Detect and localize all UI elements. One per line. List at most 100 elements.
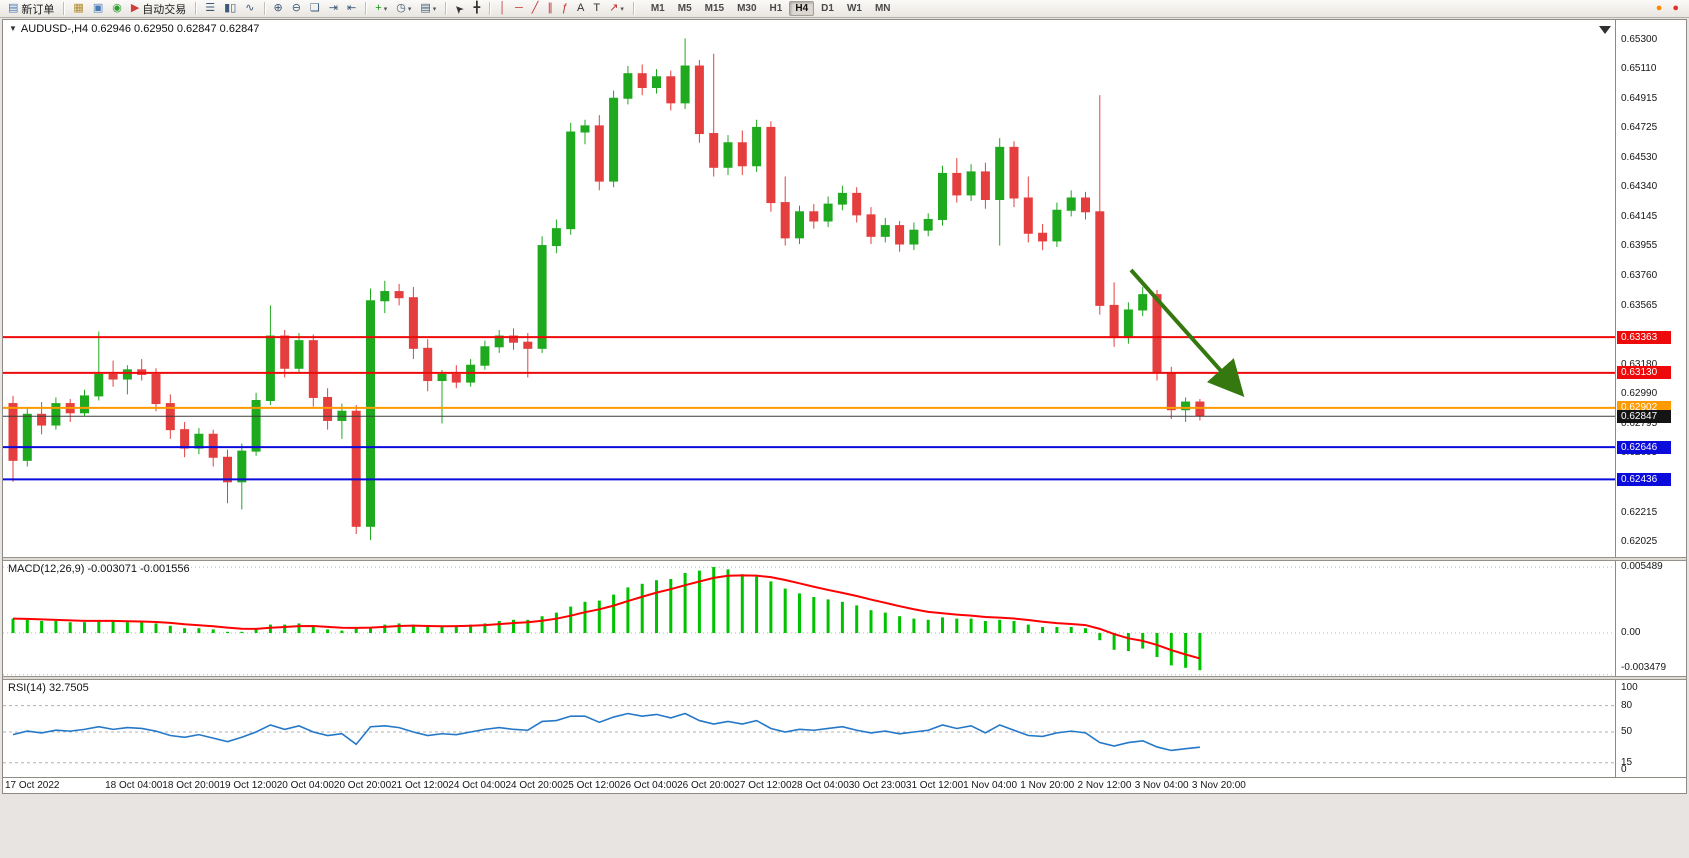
price-chart-pane[interactable]: ▼ AUDUSD-,H4 0.62946 0.62950 0.62847 0.6…	[3, 20, 1615, 557]
refresh-button[interactable]: ◉	[108, 0, 126, 17]
arrow-object-icon: ↗	[609, 2, 619, 14]
price-tick-label: 0.64340	[1621, 181, 1658, 193]
rsi-chart[interactable]	[3, 680, 1615, 777]
time-axis-label: 19 Oct 12:00	[219, 780, 277, 791]
rsi-scale-label: 15	[1621, 756, 1633, 768]
time-axis-label: 1 Nov 20:00	[1020, 780, 1075, 791]
price-tick-label: 0.62795	[1621, 418, 1658, 430]
macd-scale-label: 0.00	[1621, 627, 1641, 638]
pane-divider[interactable]	[3, 557, 1686, 561]
price-tick-label: 0.62215	[1621, 507, 1658, 519]
tile-windows-button[interactable]: ❏	[306, 0, 324, 17]
templates-button[interactable]: ▤ ▾	[416, 0, 440, 17]
rsi-indicator-pane[interactable]: RSI(14) 32.7505	[3, 680, 1615, 777]
new-order-icon: ▤	[8, 2, 19, 14]
label-icon: T	[593, 2, 601, 14]
crosshair-icon: ╋	[473, 2, 481, 14]
channel-button[interactable]: ∥	[543, 0, 557, 17]
horizontal-line-button[interactable]: ─	[511, 0, 527, 17]
time-axis[interactable]: 17 Oct 2022 18 Oct 04:00 18 Oct 20:00 19 Oc…	[3, 777, 1686, 793]
autotrading-button-label: 自动交易	[142, 3, 187, 16]
chart-shift-marker-icon[interactable]	[1599, 26, 1611, 34]
dropdown-caret-icon: ▾	[432, 5, 437, 13]
timeframe-M1[interactable]: M1	[650, 3, 665, 14]
candlestick-chart-button[interactable]: ▮▯	[220, 0, 240, 17]
price-tick-label: 0.64915	[1621, 93, 1658, 105]
alerts-button[interactable]: ●	[1668, 0, 1683, 17]
community-icon: ●	[1655, 2, 1663, 14]
indicators-plus-icon: +	[375, 2, 382, 14]
trend-arrow-annotation[interactable]	[1129, 268, 1245, 397]
time-axis-label: 1 Nov 04:00	[963, 780, 1018, 791]
indicators-button[interactable]: + ▾	[371, 0, 391, 17]
toolbar: ▤ 新订单 ▦ ▣ ◉ ▶ 自动交易 ☰ ▮▯ ∿ ⊕ ⊖ ❏ ⇥ ⇤ + ▾ ◷ ▾ ▤ ▾ ➤ ╋ │ ─ ╱ ∥ ƒ A T ↗ ▾ M…	[0, 0, 1689, 18]
rsi-indicator-label: RSI(14) 32.7505	[8, 682, 89, 694]
price-tick-label: 0.62990	[1621, 388, 1658, 400]
macd-scale-label: -0.003479	[1621, 662, 1667, 673]
arrows-button[interactable]: ↗ ▾	[605, 0, 628, 17]
macd-chart[interactable]	[3, 561, 1615, 676]
time-axis-label: 30 Oct 23:00	[848, 780, 906, 791]
price-chart[interactable]	[3, 20, 1615, 557]
time-axis-label: 3 Nov 20:00	[1191, 780, 1246, 791]
chart-header: ▼ AUDUSD-,H4 0.62946 0.62950 0.62847 0.6…	[9, 23, 259, 35]
chart-shift-button[interactable]: ⇤	[343, 0, 360, 17]
autotrading-icon: ▶	[130, 2, 140, 14]
zoom-in-icon: ⊕	[273, 2, 283, 14]
zoom-out-icon: ⊖	[291, 2, 301, 14]
one-click-trading-toggle[interactable]: ▼	[9, 24, 17, 33]
chart-window-icon: ▦	[73, 2, 84, 14]
pane-divider[interactable]	[3, 676, 1686, 680]
timeframe-D1[interactable]: D1	[821, 3, 834, 14]
chart-window[interactable]: ▼ AUDUSD-,H4 0.62946 0.62950 0.62847 0.6…	[2, 19, 1687, 794]
timeframe-W1[interactable]: W1	[846, 3, 862, 14]
rsi-scale-label: 80	[1621, 699, 1633, 711]
price-tag: 0.63130	[1617, 366, 1671, 380]
line-chart-button[interactable]: ∿	[241, 0, 258, 17]
timeframe-H4[interactable]: H4	[789, 1, 815, 16]
time-axis-label: 17 Oct 2022	[5, 780, 60, 791]
time-axis-label: 18 Oct 20:00	[162, 780, 220, 791]
price-scale[interactable]: 0.65300 0.65110 0.64915 0.64725 0.64530 0.643…	[1615, 20, 1686, 777]
dropdown-caret-icon: ▾	[620, 5, 624, 13]
macd-indicator-pane[interactable]: MACD(12,26,9) -0.003071 -0.001556	[3, 561, 1615, 676]
timeframe-H1[interactable]: H1	[769, 3, 783, 14]
channel-icon: ∥	[547, 2, 553, 14]
community-button[interactable]: ●	[1652, 0, 1667, 17]
profiles-button[interactable]: ▣	[89, 0, 107, 17]
price-tag: 0.63363	[1617, 330, 1671, 344]
price-tick-label: 0.63180	[1621, 359, 1658, 371]
autotrading-button[interactable]: ▶ 自动交易	[127, 0, 190, 17]
auto-scroll-button[interactable]: ⇥	[325, 0, 342, 17]
rsi-scale-label: 0	[1621, 764, 1627, 775]
fibonacci-button[interactable]: ƒ	[558, 0, 572, 17]
workspace-background	[0, 795, 1689, 858]
periods-button[interactable]: ◷ ▾	[392, 0, 415, 17]
text-button[interactable]: A	[573, 0, 588, 17]
zoom-in-button[interactable]: ⊕	[270, 0, 287, 17]
timeframe-MN[interactable]: MN	[874, 3, 891, 14]
toolbar-separator	[63, 2, 65, 15]
refresh-icon: ◉	[112, 2, 122, 14]
zoom-out-button[interactable]: ⊖	[288, 0, 305, 17]
time-axis-label: 2 Nov 12:00	[1077, 780, 1132, 791]
time-axis-label: 25 Oct 12:00	[562, 780, 620, 791]
new-chart-button[interactable]: ▦	[69, 0, 87, 17]
vertical-line-button[interactable]: │	[495, 0, 510, 17]
dropdown-caret-icon: ▾	[383, 5, 388, 13]
label-button[interactable]: T	[589, 0, 604, 17]
dropdown-caret-icon: ▾	[407, 5, 412, 13]
crosshair-button[interactable]: ╋	[469, 0, 484, 17]
trendline-button[interactable]: ╱	[528, 0, 543, 17]
timeframe-M5[interactable]: M5	[677, 3, 692, 14]
price-tick-label: 0.63760	[1621, 270, 1658, 282]
cursor-button[interactable]: ➤	[451, 0, 468, 17]
new-order-button[interactable]: ▤ 新订单	[4, 0, 58, 17]
timeframe-M30[interactable]: M30	[737, 3, 757, 14]
timeframe-M15[interactable]: M15	[704, 3, 725, 14]
price-tick-label: 0.65300	[1621, 33, 1658, 45]
rsi-scale-label: 100	[1621, 682, 1638, 693]
price-tick-label: 0.63955	[1621, 240, 1658, 252]
bar-chart-button[interactable]: ☰	[201, 0, 219, 17]
macd-indicator-label: MACD(12,26,9) -0.003071 -0.001556	[8, 563, 190, 575]
